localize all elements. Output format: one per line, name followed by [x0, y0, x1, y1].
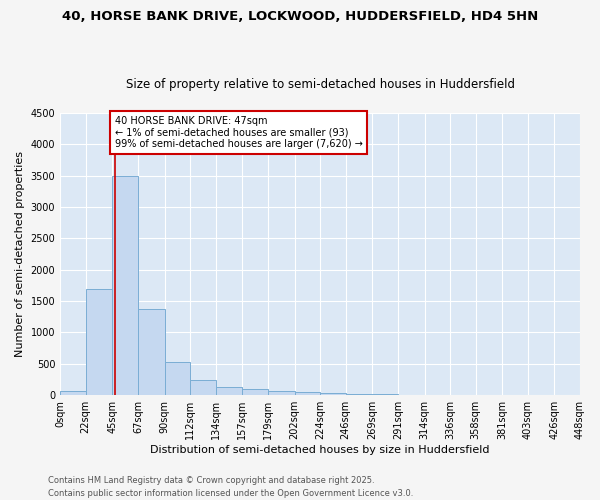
- Text: 40 HORSE BANK DRIVE: 47sqm
← 1% of semi-detached houses are smaller (93)
99% of : 40 HORSE BANK DRIVE: 47sqm ← 1% of semi-…: [115, 116, 362, 150]
- Text: Contains HM Land Registry data © Crown copyright and database right 2025.
Contai: Contains HM Land Registry data © Crown c…: [48, 476, 413, 498]
- Bar: [215, 387, 242, 395]
- X-axis label: Distribution of semi-detached houses by size in Huddersfield: Distribution of semi-detached houses by …: [151, 445, 490, 455]
- Bar: [190, 380, 215, 395]
- Bar: [138, 308, 164, 395]
- Bar: [112, 176, 138, 395]
- Text: 40, HORSE BANK DRIVE, LOCKWOOD, HUDDERSFIELD, HD4 5HN: 40, HORSE BANK DRIVE, LOCKWOOD, HUDDERSF…: [62, 10, 538, 23]
- Title: Size of property relative to semi-detached houses in Huddersfield: Size of property relative to semi-detach…: [125, 78, 515, 91]
- Bar: [268, 392, 295, 395]
- Bar: [372, 394, 398, 395]
- Bar: [295, 392, 320, 395]
- Bar: [60, 391, 86, 395]
- Bar: [164, 362, 190, 395]
- Bar: [242, 390, 268, 395]
- Bar: [320, 393, 346, 395]
- Bar: [86, 288, 112, 395]
- Y-axis label: Number of semi-detached properties: Number of semi-detached properties: [15, 151, 25, 357]
- Bar: [346, 394, 372, 395]
